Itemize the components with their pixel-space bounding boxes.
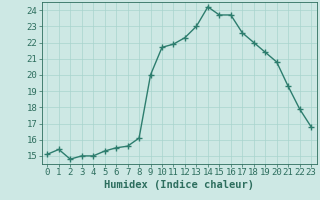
- X-axis label: Humidex (Indice chaleur): Humidex (Indice chaleur): [104, 180, 254, 190]
